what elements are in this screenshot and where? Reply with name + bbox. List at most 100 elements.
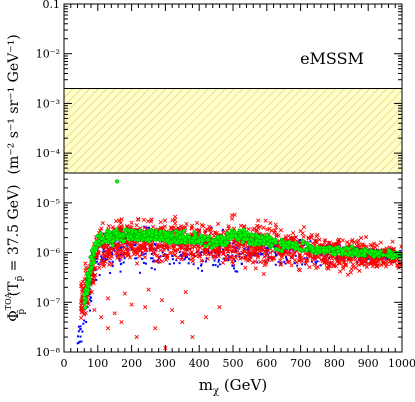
- point-square: [217, 258, 220, 261]
- point-cross-stroke: [79, 283, 84, 288]
- point-cross-stroke: [134, 261, 140, 266]
- point-cross: [254, 227, 259, 232]
- point-square: [133, 244, 136, 247]
- point-cross-stroke: [391, 246, 396, 252]
- point-square: [132, 242, 135, 245]
- point-cross: [363, 257, 368, 262]
- point-cross-stroke: [142, 255, 148, 260]
- point-square: [154, 243, 157, 246]
- point-square: [135, 257, 138, 260]
- point-square: [217, 260, 220, 263]
- point-cross-stroke: [290, 230, 296, 236]
- point-cross-stroke: [297, 252, 302, 257]
- point-cross-stroke: [183, 251, 188, 257]
- point-square: [183, 258, 186, 261]
- point-cross: [180, 319, 185, 325]
- point-cross-stroke: [250, 260, 256, 265]
- point-cross-stroke: [208, 227, 214, 233]
- point-cross-stroke: [261, 225, 266, 230]
- point-cross-stroke: [360, 243, 365, 248]
- point-cross: [118, 220, 123, 226]
- point-cross-stroke: [289, 263, 294, 268]
- point-square: [200, 269, 203, 272]
- point-cross: [136, 246, 141, 252]
- data-points: [76, 179, 402, 351]
- point-cross-stroke: [323, 238, 328, 243]
- point-cross: [326, 266, 331, 271]
- point-square: [186, 248, 189, 251]
- point-cross: [142, 255, 148, 260]
- point-cross-stroke: [274, 232, 279, 237]
- point-square: [111, 260, 114, 263]
- point-cross-stroke: [352, 240, 357, 245]
- point-cross-stroke: [308, 254, 314, 259]
- point-cross-stroke: [325, 254, 330, 259]
- point-cross: [312, 262, 317, 267]
- point-cross: [312, 256, 317, 261]
- point-cross: [257, 246, 263, 252]
- point-cross: [217, 304, 222, 310]
- point-cross-stroke: [109, 247, 114, 252]
- point-cross-stroke: [245, 244, 250, 249]
- point-cross: [345, 272, 350, 277]
- point-cross: [158, 243, 163, 249]
- point-cross: [336, 241, 342, 247]
- point-cross-stroke: [212, 255, 217, 260]
- point-cross-stroke: [190, 259, 195, 264]
- point-square: [256, 261, 259, 264]
- point-square: [399, 250, 402, 253]
- point-cross-stroke: [252, 226, 257, 231]
- point-square: [122, 261, 125, 264]
- point-square: [187, 257, 190, 260]
- point-cross-stroke: [96, 249, 101, 254]
- point-cross: [183, 290, 188, 295]
- point-cross: [325, 258, 330, 263]
- point-cross: [168, 225, 174, 230]
- point-square: [243, 247, 246, 250]
- point-square: [200, 250, 203, 253]
- point-square: [267, 258, 270, 261]
- point-cross: [184, 221, 189, 226]
- point-cross-stroke: [202, 231, 208, 236]
- point-square: [100, 257, 103, 260]
- point-cross-stroke: [230, 259, 235, 264]
- point-square: [184, 257, 187, 260]
- point-cross-stroke: [340, 238, 345, 243]
- point-cross: [264, 260, 269, 265]
- point-square: [199, 252, 202, 255]
- point-cross-stroke: [326, 261, 331, 266]
- point-cross-stroke: [371, 241, 377, 246]
- point-cross-stroke: [199, 258, 204, 263]
- point-cross: [202, 251, 207, 257]
- point-cross: [175, 255, 180, 260]
- point-cross-stroke: [217, 304, 222, 310]
- point-cross: [322, 257, 327, 262]
- point-square: [88, 293, 91, 296]
- point-cross-stroke: [165, 255, 170, 261]
- point-cross: [366, 261, 371, 267]
- point-cross: [185, 244, 190, 250]
- point-square: [176, 243, 179, 246]
- point-cross: [99, 226, 104, 231]
- point-cross: [363, 234, 369, 240]
- point-cross: [262, 248, 268, 254]
- point-square: [112, 247, 115, 250]
- point-cross-stroke: [363, 257, 368, 262]
- point-cross: [109, 261, 115, 267]
- point-cross-stroke: [164, 245, 170, 251]
- point-cross-stroke: [292, 258, 298, 263]
- point-cross-stroke: [169, 250, 174, 255]
- point-cross: [150, 224, 156, 230]
- point-cross-stroke: [243, 256, 248, 261]
- point-square: [366, 257, 369, 260]
- point-cross: [196, 244, 201, 249]
- point-cross-stroke: [97, 265, 102, 270]
- point-cross-stroke: [203, 315, 209, 320]
- point-cross-stroke: [208, 230, 213, 236]
- point-square: [259, 253, 262, 256]
- point-cross: [190, 334, 195, 340]
- point-cross-stroke: [136, 243, 142, 248]
- point-square: [267, 256, 270, 259]
- point-cross-stroke: [268, 250, 273, 255]
- point-cross: [92, 307, 97, 313]
